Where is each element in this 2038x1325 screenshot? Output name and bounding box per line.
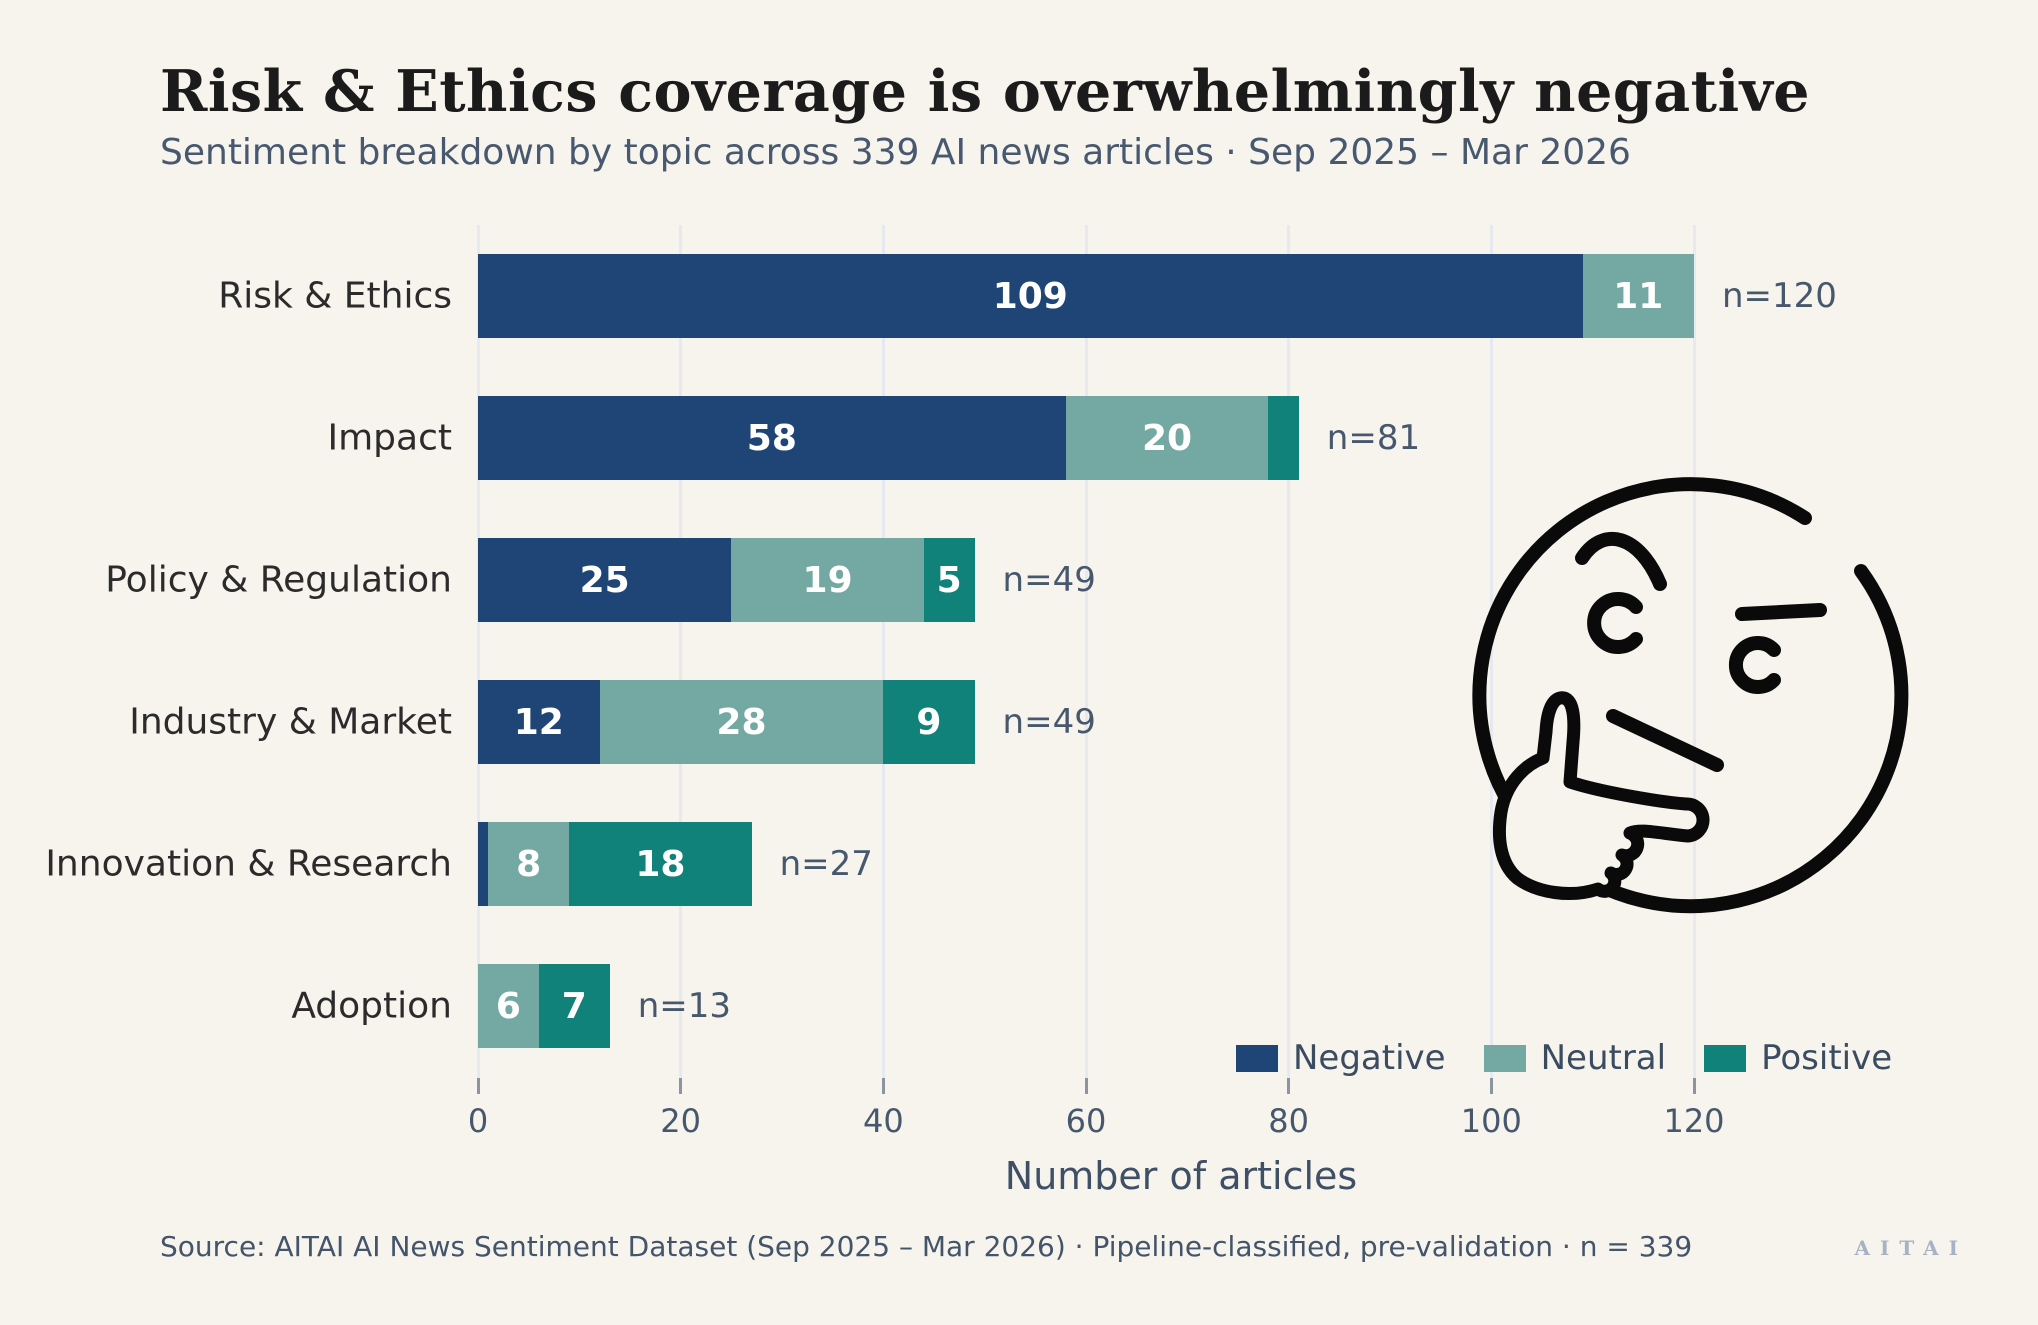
bar-value-label: 25 xyxy=(579,559,630,601)
x-axis-tick xyxy=(1287,1078,1291,1094)
bar-segment-neutral: 20 xyxy=(1065,396,1269,480)
bar-segment-negative: 109 xyxy=(478,254,1583,338)
thinking-face-icon xyxy=(1472,477,1909,914)
bar-value-label: 11 xyxy=(1613,275,1664,317)
x-axis-tick xyxy=(679,1078,683,1094)
bar-total-label: n=120 xyxy=(1722,276,1837,316)
bar-value-label: 109 xyxy=(992,275,1068,317)
chart-title: Risk & Ethics coverage is overwhelmingly… xyxy=(160,58,1811,125)
gridline xyxy=(679,225,683,1078)
category-label: Policy & Regulation xyxy=(105,559,452,601)
bar-segment-positive xyxy=(1268,396,1299,480)
bar-value-label: 8 xyxy=(516,843,542,885)
x-axis-title: Number of articles xyxy=(1004,1154,1358,1198)
legend: Negative Neutral Positive xyxy=(1236,1038,1892,1078)
gridline xyxy=(1692,225,1696,1078)
legend-swatch-positive xyxy=(1704,1044,1747,1072)
legend-item-neutral: Neutral xyxy=(1483,1038,1667,1078)
bar-segment-neutral: 19 xyxy=(731,538,924,622)
bar-total-label: n=49 xyxy=(1002,560,1096,600)
bar-total-label: n=13 xyxy=(637,986,732,1026)
legend-label: Positive xyxy=(1761,1038,1893,1078)
gridline xyxy=(1287,225,1291,1078)
bar-segment-neutral: 28 xyxy=(599,680,884,764)
brand-wordmark: AITAI xyxy=(1854,1236,1968,1260)
gridline xyxy=(881,225,885,1078)
gridline xyxy=(476,225,480,1078)
category-label: Risk & Ethics xyxy=(218,275,452,317)
chart-subtitle: Sentiment breakdown by topic across 339 … xyxy=(160,132,1631,173)
gridline xyxy=(1084,225,1088,1078)
gridline xyxy=(1489,225,1493,1078)
bar-segment-neutral: 8 xyxy=(488,822,570,906)
x-tick-label: 100 xyxy=(1460,1102,1522,1140)
x-tick-label: 60 xyxy=(1065,1102,1107,1140)
legend-item-positive: Positive xyxy=(1704,1038,1892,1078)
bar-segment-positive: 18 xyxy=(569,822,752,906)
bar-total-label: n=27 xyxy=(779,844,873,884)
bar-total-label: n=81 xyxy=(1326,418,1421,458)
bar-segment-negative: 58 xyxy=(478,396,1066,480)
bar-value-label: 28 xyxy=(716,701,767,743)
legend-label: Neutral xyxy=(1540,1038,1667,1078)
bar-total-label: n=49 xyxy=(1002,702,1096,742)
bar-value-label: 58 xyxy=(746,417,797,459)
bar-value-label: 9 xyxy=(916,701,942,743)
bar-value-label: 12 xyxy=(513,701,564,743)
x-axis-tick xyxy=(1084,1078,1088,1094)
bar-value-label: 20 xyxy=(1141,417,1193,459)
legend-swatch-negative xyxy=(1236,1044,1278,1072)
legend-label: Negative xyxy=(1293,1038,1446,1078)
bar-value-label: 19 xyxy=(802,559,853,601)
bar-value-label: 6 xyxy=(495,985,521,1027)
bar-segment-negative: 12 xyxy=(478,680,600,764)
x-axis-tick xyxy=(1489,1078,1493,1094)
bar-segment-negative xyxy=(478,822,489,906)
bar-segment-positive: 7 xyxy=(538,964,610,1048)
bar-segment-neutral: 6 xyxy=(478,964,539,1048)
bar-value-label: 18 xyxy=(635,843,686,885)
legend-swatch-neutral xyxy=(1483,1044,1526,1072)
source-note: Source: AITAI AI News Sentiment Dataset … xyxy=(160,1230,1693,1263)
x-tick-label: 120 xyxy=(1663,1102,1725,1140)
category-label: Industry & Market xyxy=(129,701,452,743)
x-tick-label: 40 xyxy=(862,1102,904,1140)
x-axis-tick xyxy=(881,1078,885,1094)
category-label: Innovation & Research xyxy=(45,843,452,885)
x-tick-label: 0 xyxy=(467,1102,489,1140)
bar-segment-neutral: 11 xyxy=(1582,254,1694,338)
bar-segment-positive: 5 xyxy=(923,538,975,622)
bar-value-label: 7 xyxy=(561,985,587,1027)
bar-segment-positive: 9 xyxy=(883,680,975,764)
x-tick-label: 20 xyxy=(660,1102,702,1140)
bar-segment-negative: 25 xyxy=(478,538,732,622)
x-tick-label: 80 xyxy=(1268,1102,1310,1140)
x-axis-tick xyxy=(1692,1078,1696,1094)
bar-value-label: 5 xyxy=(936,559,962,601)
category-label: Adoption xyxy=(291,985,452,1027)
legend-item-negative: Negative xyxy=(1236,1038,1446,1078)
category-label: Impact xyxy=(327,417,452,459)
x-axis-tick xyxy=(476,1078,480,1094)
